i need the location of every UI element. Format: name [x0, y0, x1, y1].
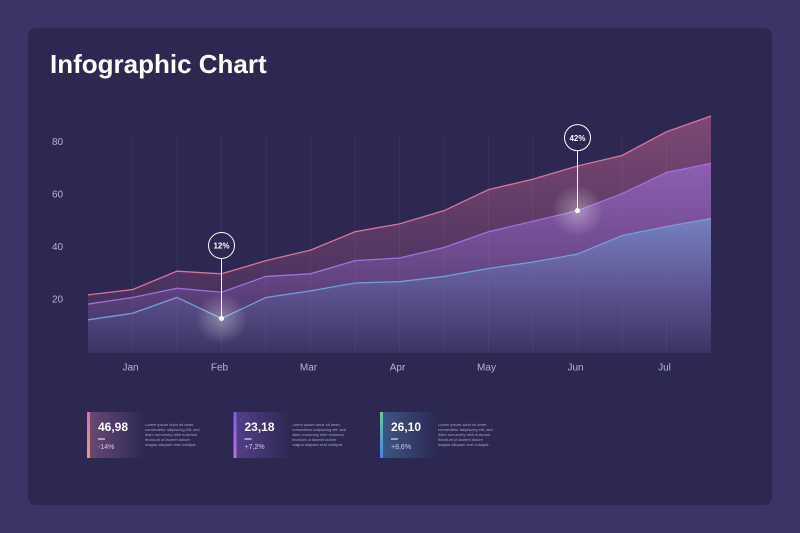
card-text-box: Lorem ipsum dolor sit amet, consectetur … — [438, 422, 493, 447]
card-value: 46,98 — [98, 420, 128, 434]
plot: 20 40 60 80 Jan Feb Mar Apr May Jun Jul 12% 42% — [52, 115, 712, 374]
x-tick-label: Apr — [390, 363, 406, 374]
line — [87, 217, 712, 321]
x-tick-label: Jul — [658, 363, 671, 374]
card-edge — [233, 412, 237, 458]
card-text: Lorem ipsum dolor sit amet, consectetur … — [145, 422, 200, 447]
callout-bubble — [564, 124, 591, 152]
callout-bubble — [208, 232, 235, 260]
y-tick-label: 20 — [52, 295, 64, 306]
cards: 46,98 -14% Lorem ipsum dolor sit amet, con… — [87, 412, 493, 458]
card-change: -14% — [98, 444, 114, 451]
y-tick-label: 40 — [52, 242, 64, 253]
chart-title: Infographic Chart — [50, 49, 267, 79]
card-text-box: Lorem ipsum dolor sit amet, consectetur … — [145, 422, 200, 447]
card-text: Lorem ipsum dolor sit amet, consectetur … — [438, 422, 493, 447]
card-edge — [380, 412, 383, 458]
x-tick-label: May — [477, 363, 496, 374]
y-tick-label: 60 — [52, 190, 64, 201]
card-edge — [87, 412, 90, 458]
card-text: Lorem ipsum dolor sit amet, consectetur … — [291, 422, 346, 447]
x-tick-label: Mar — [300, 363, 318, 374]
card-text-box: Lorem ipsum dolor sit amet, consectetur … — [291, 422, 346, 447]
annotation: 42% — [569, 134, 585, 143]
x-tick-label: Jan — [122, 363, 138, 374]
card-value: 26,10 — [391, 420, 421, 434]
card-bg — [380, 412, 438, 458]
card-change: +8,6% — [391, 444, 411, 451]
card-change: +7,2% — [245, 444, 265, 451]
card-bg — [233, 412, 292, 458]
annotation: 12% — [213, 242, 229, 251]
callout-point — [219, 316, 224, 322]
x-tick-label: Jun — [567, 363, 583, 374]
x-tick-label: Feb — [211, 363, 229, 374]
card-bg — [87, 412, 145, 458]
line — [87, 115, 712, 296]
line — [87, 162, 712, 305]
y-tick-label: 80 — [52, 137, 64, 148]
callout-point — [575, 208, 580, 214]
card-value: 23,18 — [245, 420, 275, 434]
